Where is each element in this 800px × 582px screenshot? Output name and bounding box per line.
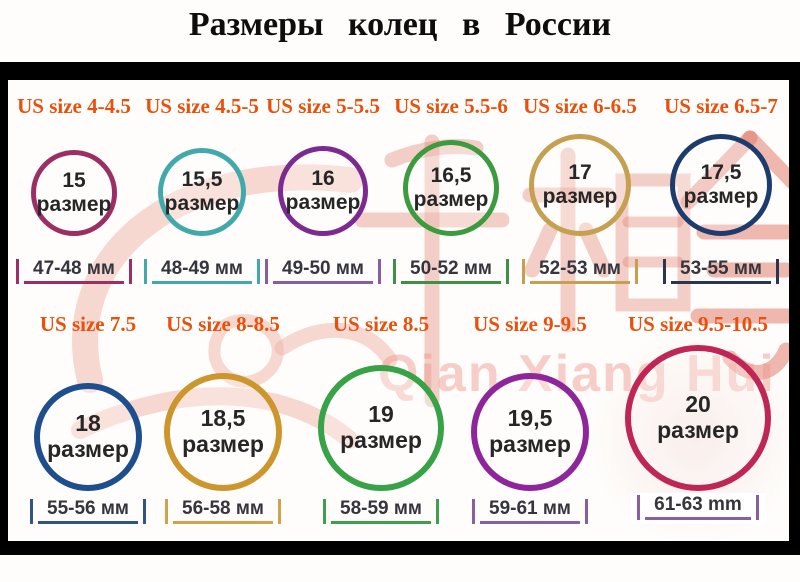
- mm-tick: [505, 259, 509, 284]
- ring-cell-15-5: US size 4.5-5 15,5 размер 48-49 мм: [136, 94, 268, 284]
- mm-tick: [755, 495, 759, 520]
- us-size-label: US size 8.5: [332, 312, 430, 336]
- mm-tick: [256, 259, 260, 284]
- ring-cell-18: US size 7.5 18 размер 55-56 мм: [13, 312, 163, 524]
- mm-range-label: 47-48 мм: [8, 259, 140, 284]
- ring-cell-19: US size 8.5 19 размер 58-59 мм: [306, 312, 456, 524]
- mm-range-label: 59-61 мм: [455, 499, 605, 524]
- ring-size-word: размер: [340, 427, 422, 453]
- ring-circle: 16,5 размер: [403, 140, 499, 236]
- mm-tick: [165, 499, 168, 524]
- mm-tick: [277, 499, 281, 524]
- us-size-label: US size 7.5: [39, 312, 137, 336]
- ring-size-number: 19: [368, 401, 394, 428]
- us-size-label: US size 9-9.5: [473, 312, 587, 336]
- ring-circle: 18,5 размер: [164, 373, 282, 491]
- us-size-label: US size 6.5-7: [664, 94, 778, 118]
- ring-size-word: размер: [413, 188, 489, 211]
- mm-tick: [435, 499, 439, 524]
- frame-right-bar: [789, 62, 800, 555]
- mm-tick: [30, 499, 33, 524]
- mm-tick: [472, 499, 475, 524]
- mm-tick: [584, 499, 588, 524]
- ring-cell-19-5: US size 9-9.5 19,5 размер 59-61 мм: [455, 312, 605, 524]
- ring-circle: 19 размер: [318, 365, 444, 491]
- ring-size-number: 20: [685, 391, 711, 418]
- ring-size-word: размер: [542, 185, 618, 208]
- ring-size-number: 15: [62, 169, 86, 193]
- mm-range-label: 49-50 мм: [257, 259, 389, 284]
- ring-size-word: размер: [164, 192, 240, 215]
- us-size-label: US size 6-6.5: [523, 94, 637, 118]
- mm-tick: [142, 499, 146, 524]
- mm-tick: [634, 259, 638, 284]
- frame-left-bar: [0, 62, 8, 555]
- mm-tick: [393, 259, 396, 284]
- mm-tick: [663, 259, 666, 284]
- ring-size-word: размер: [36, 193, 112, 216]
- ring-size-number: 17,5: [700, 161, 742, 185]
- mm-range-label: 61-63 mm: [613, 493, 783, 524]
- mm-tick: [265, 259, 268, 284]
- us-size-label: US size 9.5-10.5: [628, 312, 768, 336]
- us-size-label: US size 4.5-5: [145, 94, 259, 118]
- ring-size-number: 18: [75, 410, 101, 437]
- mm-tick: [775, 259, 779, 284]
- mm-tick: [144, 259, 147, 284]
- frame-top-bar: [0, 62, 800, 80]
- ring-circle: 18 размер: [34, 383, 142, 491]
- us-size-label: US size 5.5-6: [394, 94, 508, 118]
- ring-cell-15: US size 4-4.5 15 размер 47-48 мм: [8, 94, 140, 284]
- ring-size-word: размер: [285, 191, 361, 214]
- ring-cell-20: US size 9.5-10.5 20 размер 61-63 mm: [613, 312, 783, 524]
- mm-tick: [637, 495, 641, 520]
- frame-bottom-bar: [0, 541, 800, 555]
- ring-cell-17: US size 6-6.5 17 размер 52-53 мм: [514, 94, 646, 284]
- ring-size-word: размер: [47, 436, 129, 462]
- ring-size-word: размер: [182, 431, 264, 457]
- ring-size-word: размер: [683, 185, 759, 208]
- mm-range-label: 52-53 мм: [514, 259, 646, 284]
- us-size-label: US size 4-4.5: [17, 94, 131, 118]
- us-size-label: US size 8-8.5: [166, 312, 280, 336]
- ring-circle: 17 размер: [529, 134, 631, 236]
- ring-circle: 15,5 размер: [158, 148, 246, 236]
- us-size-label: US size 5-5.5: [266, 94, 380, 118]
- mm-range-label: 53-55 мм: [655, 259, 787, 284]
- mm-range-label: 56-58 мм: [148, 499, 298, 524]
- ring-size-word: размер: [657, 417, 739, 443]
- ring-circle: 15 размер: [31, 150, 117, 236]
- ring-cell-16-5: US size 5.5-6 16,5 размер 50-52 мм: [385, 94, 517, 284]
- mm-tick: [16, 259, 19, 284]
- mm-range-label: 48-49 мм: [136, 259, 268, 284]
- mm-tick: [323, 499, 326, 524]
- mm-range-label: 50-52 мм: [385, 259, 517, 284]
- ring-size-number: 15,5: [181, 168, 223, 192]
- ring-size-number: 19,5: [507, 405, 553, 432]
- mm-range-label: 55-56 мм: [13, 499, 163, 524]
- ring-size-number: 18,5: [200, 405, 246, 432]
- ring-size-word: размер: [489, 431, 571, 457]
- mm-tick: [377, 259, 381, 284]
- mm-tick: [128, 259, 132, 284]
- ring-size-number: 16,5: [430, 164, 472, 188]
- mm-tick: [522, 259, 525, 284]
- ring-size-number: 17: [568, 161, 592, 185]
- ring-cell-17-5: US size 6.5-7 17,5 размер 53-55 мм: [655, 94, 787, 284]
- page-title: Размеры колец в России: [188, 6, 612, 43]
- ring-size-number: 16: [311, 167, 335, 191]
- ring-cell-18-5: US size 8-8.5 18,5 размер 56-58 мм: [148, 312, 298, 524]
- ring-circle: 20 размер: [625, 345, 771, 491]
- mm-range-label: 58-59 мм: [306, 499, 456, 524]
- ring-circle: 19,5 размер: [471, 373, 589, 491]
- ring-circle: 17,5 размер: [670, 134, 772, 236]
- ring-cell-16: US size 5-5.5 16 размер 49-50 мм: [257, 94, 389, 284]
- ring-circle: 16 размер: [278, 146, 368, 236]
